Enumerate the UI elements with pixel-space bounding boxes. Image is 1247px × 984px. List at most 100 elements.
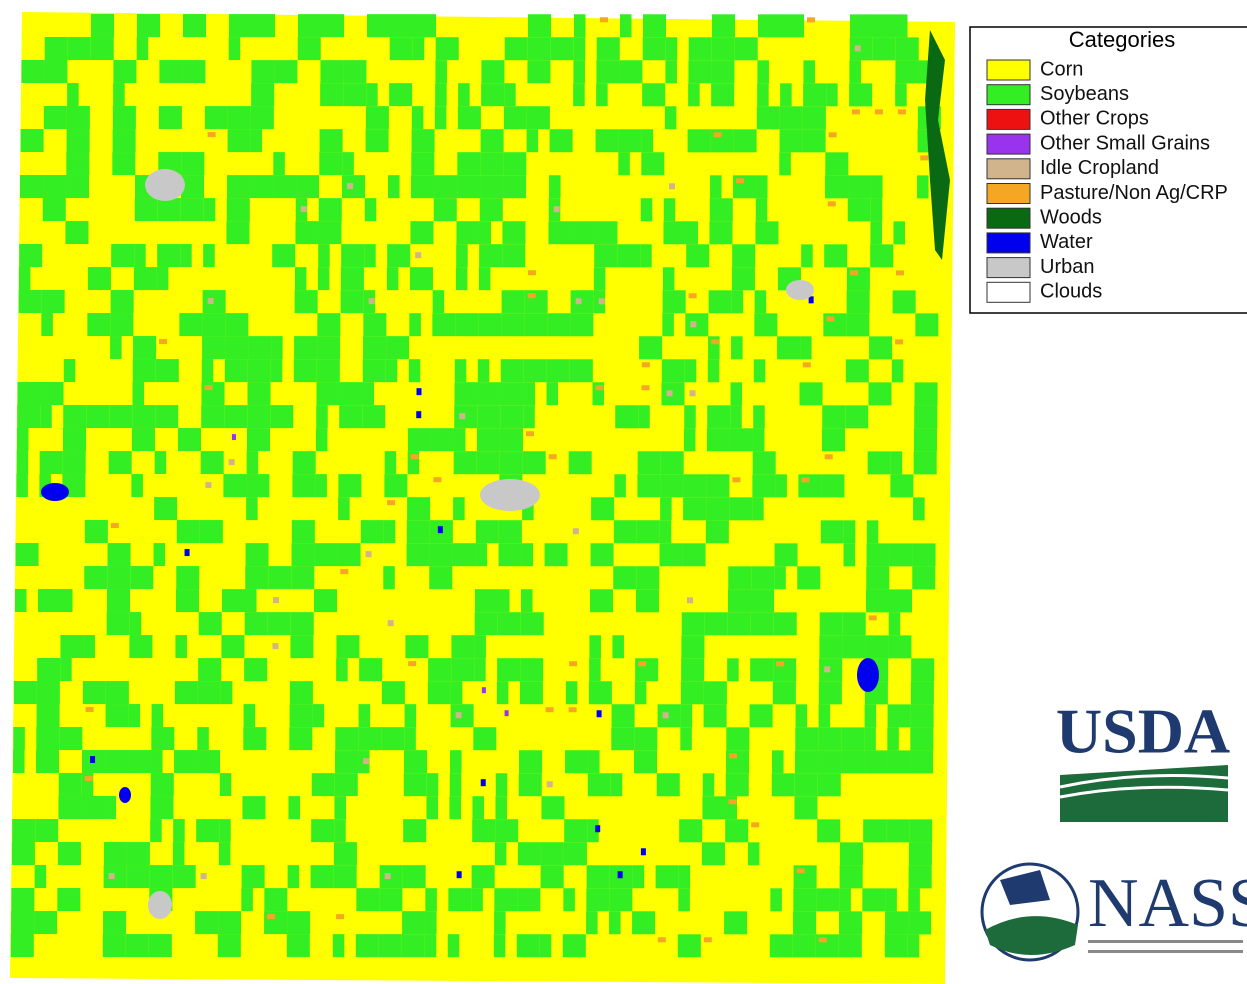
legend-swatch — [986, 281, 1031, 303]
field — [317, 336, 341, 360]
field — [433, 477, 442, 483]
field — [497, 612, 521, 636]
field — [868, 615, 877, 621]
legend-swatch — [986, 257, 1031, 279]
field — [680, 727, 692, 751]
field — [679, 819, 703, 843]
field — [108, 451, 132, 475]
field — [499, 428, 523, 452]
field — [684, 359, 697, 383]
field — [803, 83, 827, 107]
field — [755, 221, 779, 245]
field — [476, 451, 500, 475]
field — [662, 267, 675, 291]
field — [204, 385, 213, 391]
field — [384, 451, 397, 475]
field — [589, 658, 601, 682]
field — [365, 129, 389, 153]
field — [384, 873, 391, 880]
field — [379, 865, 403, 889]
field — [521, 543, 534, 567]
field — [565, 750, 589, 774]
field — [58, 796, 82, 820]
field — [429, 566, 453, 590]
field — [752, 428, 765, 452]
field — [546, 781, 553, 788]
legend-swatch — [986, 133, 1031, 155]
field — [495, 796, 507, 820]
field — [708, 290, 732, 314]
field — [703, 937, 712, 943]
field — [611, 704, 635, 728]
field — [272, 244, 296, 268]
field — [296, 175, 320, 199]
field — [549, 175, 561, 199]
field — [818, 937, 827, 943]
field — [526, 129, 539, 153]
field — [800, 336, 812, 360]
field — [449, 796, 461, 820]
field — [316, 382, 340, 406]
field — [825, 152, 849, 176]
field — [568, 707, 577, 713]
field — [498, 543, 522, 567]
field — [663, 221, 687, 245]
field — [710, 175, 722, 199]
field — [910, 704, 934, 728]
field — [730, 405, 742, 429]
field — [637, 474, 661, 498]
field — [112, 129, 136, 153]
field — [527, 37, 551, 61]
field — [728, 589, 751, 613]
field — [317, 267, 330, 291]
field — [634, 681, 647, 705]
field — [205, 482, 212, 489]
field — [565, 681, 578, 705]
field — [36, 681, 60, 705]
field — [362, 382, 375, 406]
field — [596, 83, 608, 107]
field — [912, 543, 936, 567]
field — [481, 60, 505, 84]
field — [619, 60, 643, 84]
field — [311, 773, 335, 797]
field — [456, 871, 462, 879]
field — [409, 267, 433, 291]
field — [660, 474, 684, 498]
field — [757, 60, 769, 84]
field — [340, 569, 349, 575]
field — [866, 543, 890, 567]
field — [270, 359, 283, 383]
field — [687, 597, 693, 604]
field — [66, 152, 90, 176]
field — [317, 313, 341, 337]
field — [336, 914, 345, 920]
field — [517, 888, 541, 912]
field — [149, 865, 173, 889]
field — [207, 298, 214, 305]
field — [435, 60, 447, 84]
field — [591, 497, 615, 521]
field — [795, 750, 819, 774]
field — [751, 589, 774, 613]
field — [454, 359, 467, 383]
field — [198, 658, 222, 682]
field — [610, 773, 623, 797]
field — [66, 129, 90, 153]
field — [528, 14, 551, 38]
field — [754, 290, 767, 314]
field — [731, 336, 743, 360]
urban-area — [145, 169, 185, 201]
field — [659, 520, 672, 544]
field — [822, 405, 846, 429]
field — [479, 221, 491, 245]
field — [365, 106, 389, 130]
field — [364, 244, 376, 268]
field — [151, 704, 164, 728]
usda-text: USDA — [1056, 696, 1230, 767]
field — [268, 566, 292, 590]
field — [478, 313, 502, 337]
field — [402, 865, 426, 889]
field — [362, 359, 386, 383]
field — [103, 842, 127, 866]
